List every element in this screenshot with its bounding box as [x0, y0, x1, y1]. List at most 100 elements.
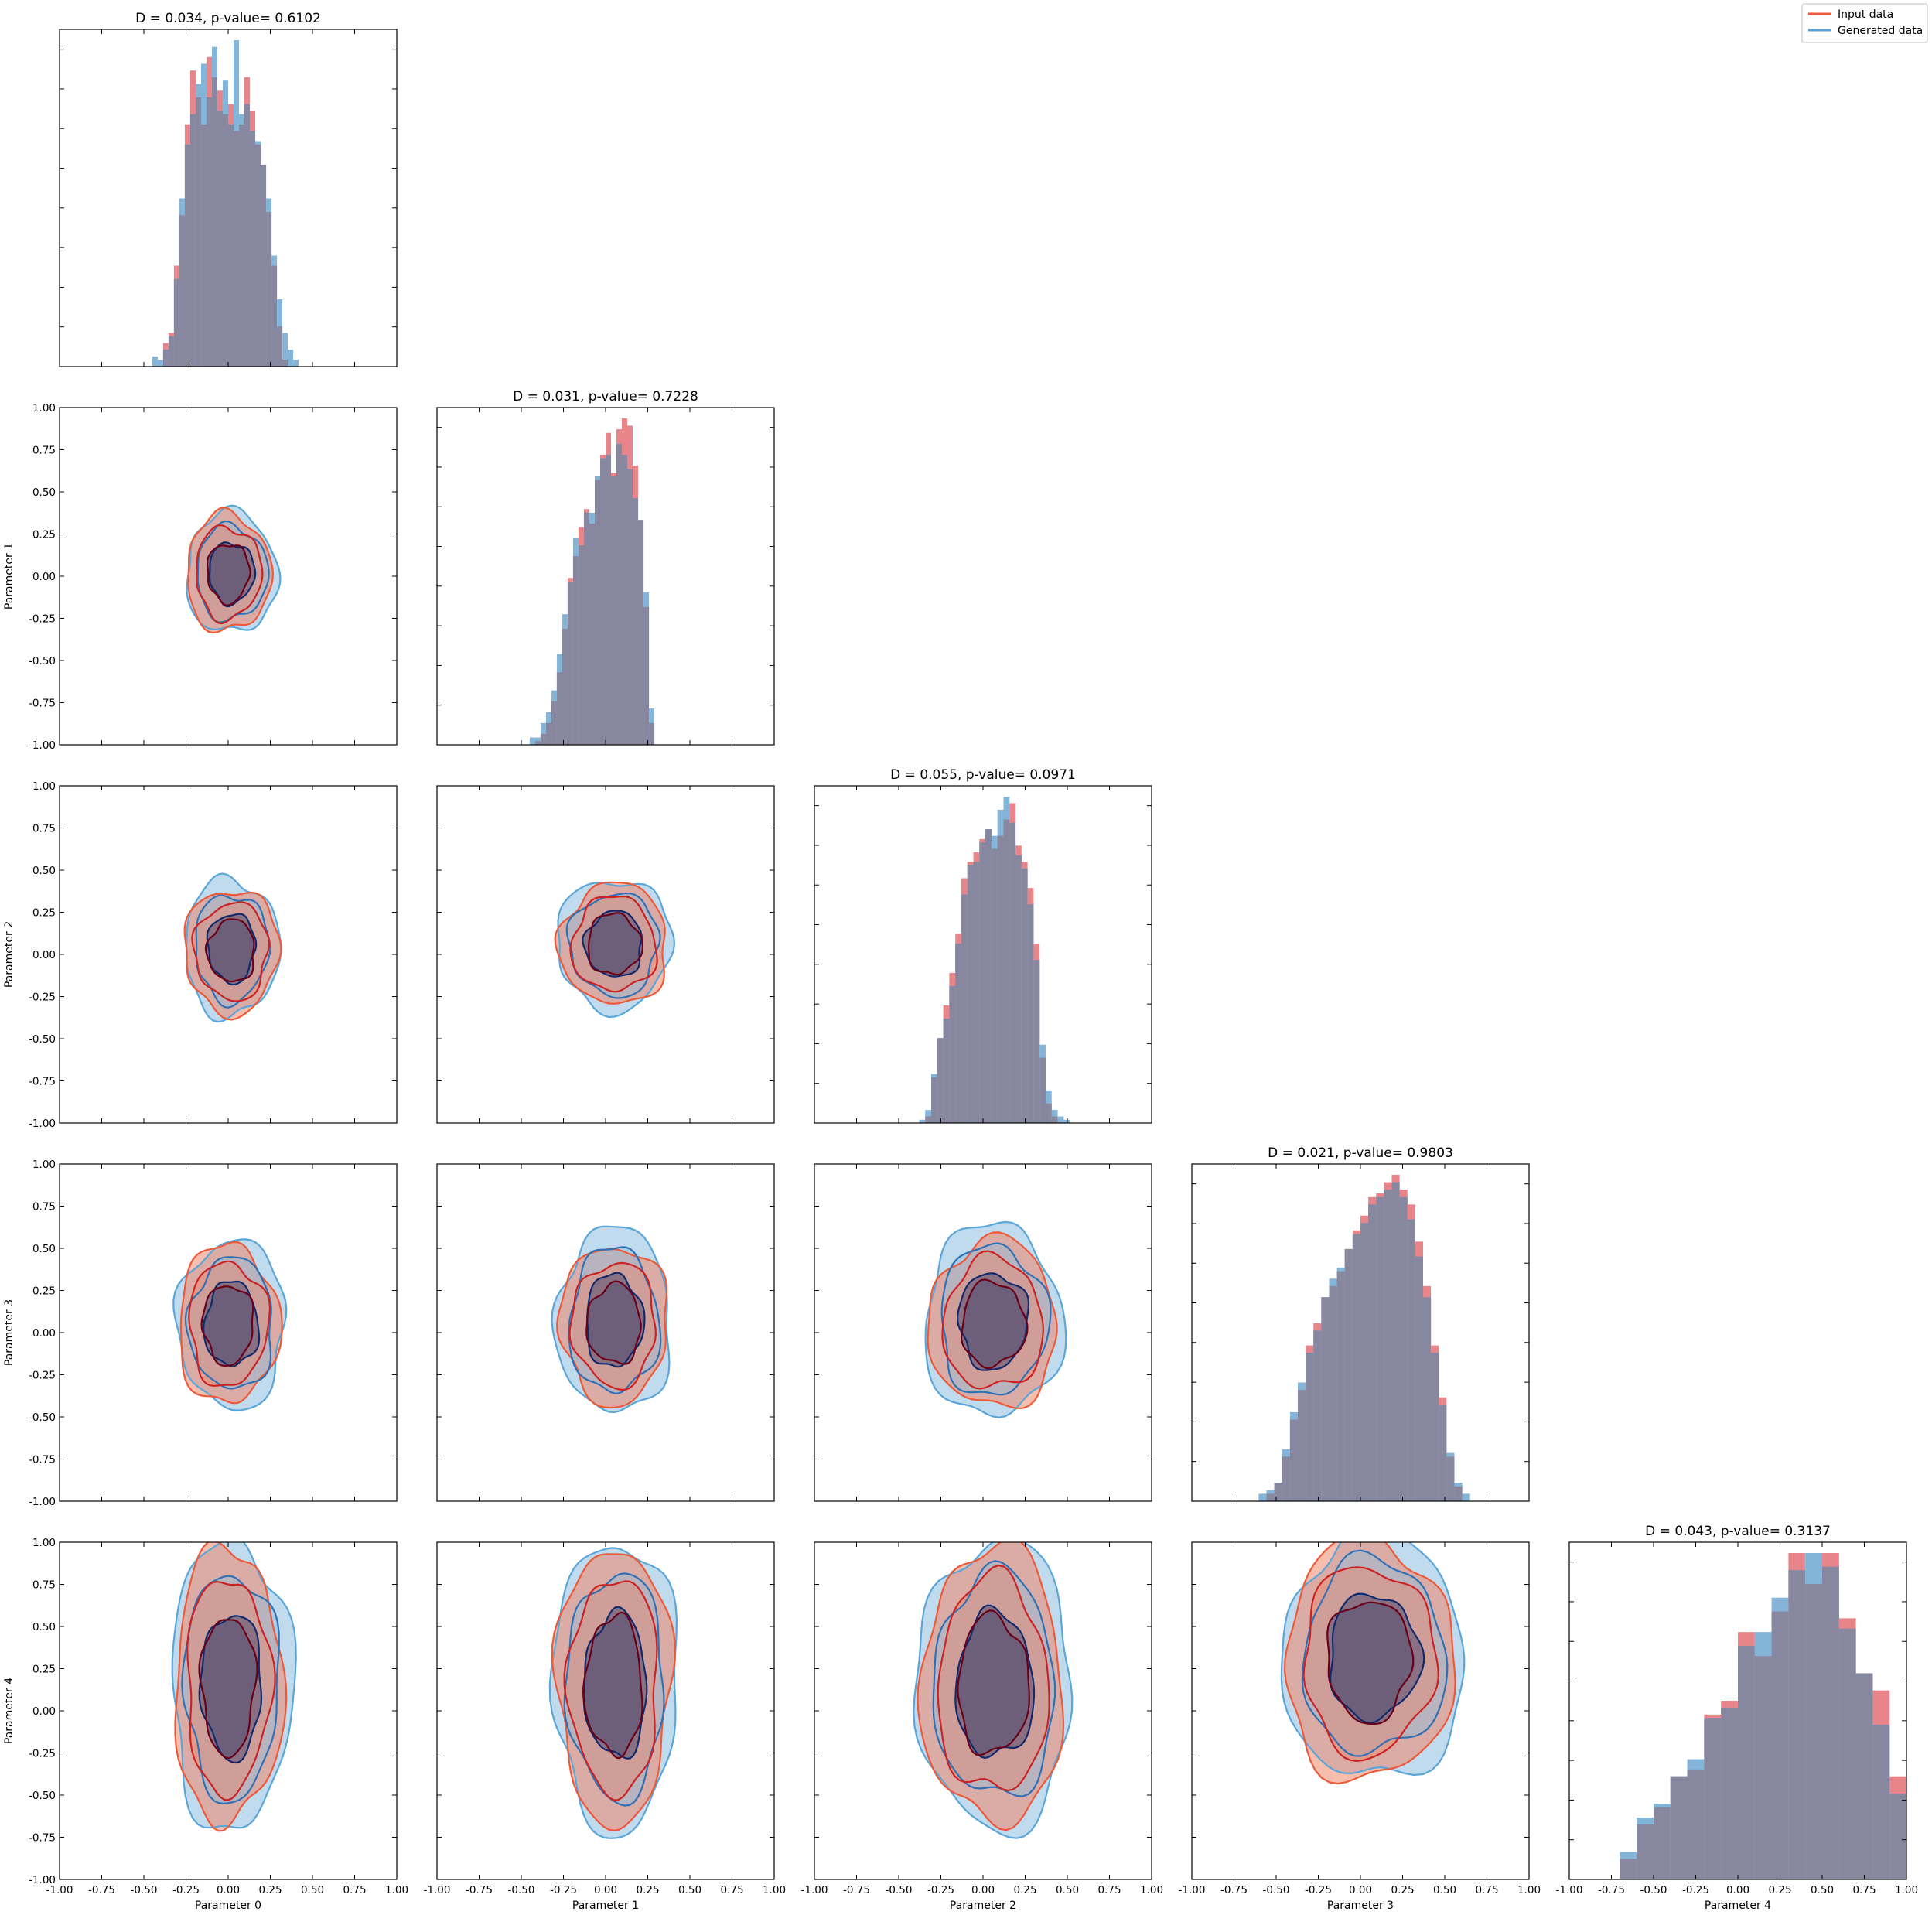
x-tick-label-parameter-2-parameter-4-0: -1.00: [801, 1884, 828, 1896]
overlap-bar-3-13: [1352, 1234, 1360, 1501]
overlap-bar-3-18: [1391, 1182, 1400, 1501]
contour-shapes-6: [171, 1542, 297, 1832]
overlap-bar-2-5: [937, 1038, 944, 1123]
overlap-bar-0-12: [217, 111, 223, 367]
overlap-bar-4-11: [1788, 1570, 1806, 1879]
y-axis-label-parameter-4: Parameter 4: [3, 1678, 15, 1744]
y-tick-label-parameter-3-parameter-0-8: 1.00: [32, 1159, 56, 1171]
y-tick-label-parameter-4-parameter-0-4: 0.00: [32, 1705, 56, 1718]
overlap-bar-3-8: [1313, 1330, 1322, 1501]
contour-panel-parameter-0-parameter-4: -1.00 -0.75 -0.50 -0.25 0.00 0.25 0.50 0.75 1.00…: [3, 1537, 408, 1912]
histogram-panel-0: D = 0.034, p-value= 0.6102: [59, 11, 398, 367]
x-tick-label-parameter-0-parameter-4-3: -0.25: [172, 1884, 200, 1896]
overlap-bar-2-10: [967, 865, 974, 1123]
x-tick-label-parameter-2-parameter-4-3: -0.25: [927, 1884, 954, 1896]
y-tick-label-parameter-4-parameter-0-7: 0.75: [32, 1579, 56, 1592]
overlap-bar-3-10: [1329, 1285, 1337, 1501]
y-tick-label-parameter-3-parameter-0-2: -0.50: [29, 1411, 56, 1424]
overlap-bar-0-7: [189, 114, 196, 367]
legend-generated-label: Generated data: [1838, 25, 1923, 37]
overlap-bar-2-18: [1015, 855, 1022, 1123]
y-tick-label-parameter-3-parameter-0-4: 0.00: [32, 1327, 56, 1340]
y-axis-label-parameter-3: Parameter 3: [3, 1299, 15, 1366]
overlap-bar-4-15: [1855, 1673, 1873, 1879]
contour-shapes-2: [554, 881, 676, 1019]
overlap-bar-1-12: [594, 480, 600, 745]
generated-bar-0-0: [152, 356, 158, 367]
x-tick-label-parameter-0-parameter-4-1: -0.75: [88, 1884, 115, 1896]
x-tick-label-parameter-3-parameter-4-7: 0.75: [1475, 1884, 1498, 1896]
generated-contour-line-7-0: [548, 1547, 678, 1839]
generated-contour-line-2-1: [565, 892, 661, 999]
overlap-bar-1-16: [616, 443, 623, 745]
input-contour-fill-4-2: [586, 1281, 641, 1364]
generated-contour-line-6-0: [171, 1542, 297, 1829]
x-tick-label-parameter-2-parameter-4-1: -0.75: [843, 1884, 870, 1896]
overlap-bar-0-11: [211, 77, 217, 367]
overlap-bar-4-16: [1872, 1725, 1890, 1879]
overlap-bar-3-26: [1454, 1486, 1463, 1501]
overlap-bar-4-17: [1889, 1793, 1906, 1879]
overlap-bar-3-22: [1422, 1297, 1432, 1501]
y-tick-label-parameter-4-parameter-0-6: 0.50: [32, 1621, 56, 1633]
overlap-bar-2-4: [931, 1077, 937, 1123]
x-tick-label-parameter-4-3: -0.25: [1682, 1884, 1709, 1896]
contour-panel-parameter-1-parameter-2: [436, 785, 775, 1124]
histogram-title-2: D = 0.055, p-value= 0.0971: [890, 767, 1076, 783]
contour-shapes-9: [1280, 1542, 1466, 1785]
overlap-bar-3-24: [1439, 1405, 1447, 1501]
overlap-bar-3-12: [1344, 1248, 1353, 1501]
generated-contour-line-9-1: [1301, 1549, 1449, 1757]
overlap-bar-3-9: [1321, 1297, 1330, 1501]
generated-bar-1-0: [529, 737, 535, 745]
y-tick-label-parameter-3-parameter-0-7: 0.75: [32, 1201, 56, 1213]
generated-bar-0-24: [282, 333, 288, 367]
input-contour-line-6-0: [174, 1542, 288, 1832]
input-contour-line-4-1: [568, 1261, 657, 1391]
overlap-bar-3-7: [1306, 1353, 1314, 1501]
x-tick-label-parameter-3-parameter-4-4: 0.00: [1349, 1884, 1372, 1896]
overlap-bar-1-19: [633, 498, 639, 745]
overlap-bar-4-12: [1805, 1583, 1822, 1879]
input-contour-fill-1-2: [205, 919, 254, 982]
x-axis-label-parameter-0: Parameter 0: [195, 1900, 261, 1912]
overlap-bar-1-5: [556, 672, 562, 745]
y-tick-label-parameter-4-parameter-0-0: -1.00: [29, 1874, 56, 1886]
overlap-bar-2-21: [1033, 960, 1040, 1123]
overlap-bar-1-18: [627, 469, 633, 745]
x-tick-label-parameter-4-8: 1.00: [1895, 1884, 1918, 1896]
x-tick-label-parameter-3-parameter-4-1: -0.75: [1220, 1884, 1248, 1896]
contour-shapes-7: [548, 1547, 678, 1839]
overlap-bar-2-15: [997, 835, 1004, 1123]
generated-bar-0-1: [157, 360, 163, 367]
input-contour-line-4-0: [556, 1248, 668, 1409]
overlap-bar-4-13: [1822, 1566, 1839, 1879]
y-tick-label-parameter-1-parameter-0-5: 0.25: [32, 529, 56, 541]
overlap-bar-3-23: [1431, 1353, 1439, 1501]
input-contour-fill-2-2: [589, 913, 643, 975]
overlap-bar-1-14: [606, 454, 612, 745]
generated-contour-line-8-0: [913, 1542, 1074, 1839]
overlap-bar-0-16: [239, 124, 245, 367]
histogram-title-3: D = 0.021, p-value= 0.9803: [1268, 1145, 1453, 1161]
overlap-bar-4-3: [1654, 1807, 1671, 1879]
y-tick-label-parameter-1-parameter-0-7: 0.75: [32, 445, 56, 457]
overlap-bar-2-22: [1039, 1057, 1046, 1123]
overlap-bar-3-15: [1368, 1204, 1377, 1501]
overlap-bar-0-18: [250, 131, 256, 367]
overlap-bar-1-2: [540, 733, 546, 745]
contour-panel-parameter-0-parameter-2: -1.00 -0.75 -0.50 -0.25 0.00 0.25 0.50 0.75 1.00…: [3, 780, 398, 1130]
overlap-bar-1-15: [611, 476, 617, 745]
overlap-bar-3-25: [1446, 1456, 1455, 1501]
y-tick-label-parameter-2-parameter-0-5: 0.25: [32, 907, 56, 920]
x-tick-label-parameter-2-parameter-4-5: 0.25: [1013, 1884, 1036, 1896]
x-tick-label-parameter-0-parameter-4-8: 1.00: [385, 1884, 408, 1896]
overlap-bar-2-23: [1045, 1103, 1052, 1123]
y-tick-label-parameter-3-parameter-0-6: 0.50: [32, 1243, 56, 1255]
x-tick-label-parameter-1-parameter-4-8: 1.00: [763, 1884, 786, 1896]
generated-bar-2-25: [1057, 1116, 1064, 1123]
generated-contour-line-6-1: [181, 1575, 280, 1804]
overlap-bar-3-17: [1384, 1190, 1392, 1501]
overlap-bar-1-8: [572, 556, 579, 745]
overlap-bar-1-17: [622, 454, 628, 745]
